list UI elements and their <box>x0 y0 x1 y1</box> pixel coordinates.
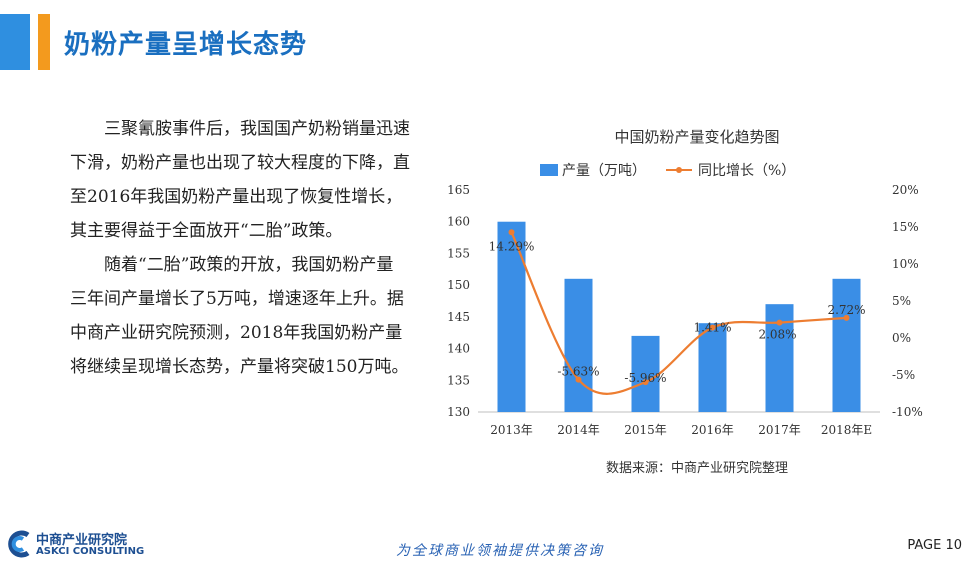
chart-svg: 中国奶粉产量变化趋势图 产量（万吨） 同比增长（%） 1301351401451… <box>447 128 923 476</box>
y-tick-label-left: 135 <box>447 373 470 387</box>
bar <box>832 278 861 412</box>
chart-legend: 产量（万吨） 同比增长（%） <box>540 163 795 179</box>
bar <box>698 323 727 412</box>
growth-data-label: 14.29% <box>489 239 535 253</box>
x-tick-label: 2015年 <box>624 423 667 437</box>
growth-data-label: -5.96% <box>624 371 666 385</box>
bar <box>564 278 593 412</box>
legend-line-marker <box>676 167 682 173</box>
y-tick-label-left: 165 <box>447 183 470 197</box>
y-tick-label-right: 5% <box>892 294 911 308</box>
header-accent-bar-orange <box>38 14 50 70</box>
y-tick-label-left: 155 <box>447 246 470 260</box>
growth-point <box>709 324 716 331</box>
legend-label-line: 同比增长（%） <box>698 163 795 179</box>
chart-source: 数据来源：中商产业研究院整理 <box>606 461 788 476</box>
y-tick-label-left: 130 <box>447 405 470 419</box>
y-tick-label-left: 160 <box>447 215 470 229</box>
paragraph: 三聚氰胺事件后，我国国产奶粉销量迅速下滑，奶粉产量也出现了较大程度的下降，直至2… <box>70 119 410 241</box>
growth-data-label: 2.08% <box>758 328 796 342</box>
growth-point <box>843 314 850 321</box>
y-tick-label-left: 140 <box>447 342 470 356</box>
x-tick-label: 2017年 <box>758 423 801 437</box>
x-tick-label: 2013年 <box>490 423 533 437</box>
y-tick-label-right: -5% <box>892 368 915 382</box>
bar <box>631 335 660 412</box>
legend-label-bar: 产量（万吨） <box>562 163 646 179</box>
logo-text-en: ASKCI CONSULTING <box>36 546 145 557</box>
y-tick-label-left: 150 <box>447 278 470 292</box>
page-title: 奶粉产量呈增长态势 <box>64 30 308 60</box>
y-tick-label-left: 145 <box>447 310 470 324</box>
page-number: PAGE 10 <box>907 538 962 553</box>
chart-title: 中国奶粉产量变化趋势图 <box>614 128 779 146</box>
chart-plot: 130 135 140 145 150 155 160 165 -10% -5% 0% 5% 10% 15… <box>447 183 923 437</box>
growth-data-label: 1.41% <box>693 321 731 335</box>
footer-slogan: 为全球商业领袖提供决策咨询 <box>396 543 604 559</box>
growth-data-label: 2.72% <box>827 303 865 317</box>
logo-text-cn: 中商产业研究院 <box>36 533 128 548</box>
growth-point <box>642 379 649 386</box>
paragraph: 随着“二胎”政策的开放，我国奶粉产量三年间产量增长了5万吨，增速逐年上升。据中商… <box>70 255 409 377</box>
logo-mark-icon <box>8 530 30 558</box>
growth-point <box>508 229 515 236</box>
growth-point <box>575 376 582 383</box>
growth-data-label: -5.63% <box>557 365 599 379</box>
x-tick-label: 2014年 <box>557 423 600 437</box>
header-accent-bar-blue <box>0 14 30 70</box>
y-tick-label-right: 10% <box>892 257 919 271</box>
x-tick-label: 2018年E <box>821 423 872 437</box>
growth-point <box>776 319 783 326</box>
y-tick-label-right: 0% <box>892 331 911 345</box>
y-tick-label-right: 15% <box>892 220 919 234</box>
body-text: 三聚氰胺事件后，我国国产奶粉销量迅速下滑，奶粉产量也出现了较大程度的下降，直至2… <box>70 112 410 384</box>
y-tick-label-right: 20% <box>892 183 919 197</box>
x-tick-label: 2016年 <box>691 423 734 437</box>
legend-bar-swatch <box>540 164 558 176</box>
y-tick-label-right: -10% <box>892 405 923 419</box>
production-chart: 中国奶粉产量变化趋势图 产量（万吨） 同比增长（%） 130 135 140 145 1… <box>430 120 950 490</box>
company-logo: 中商产业研究院 ASKCI CONSULTING <box>6 527 146 561</box>
